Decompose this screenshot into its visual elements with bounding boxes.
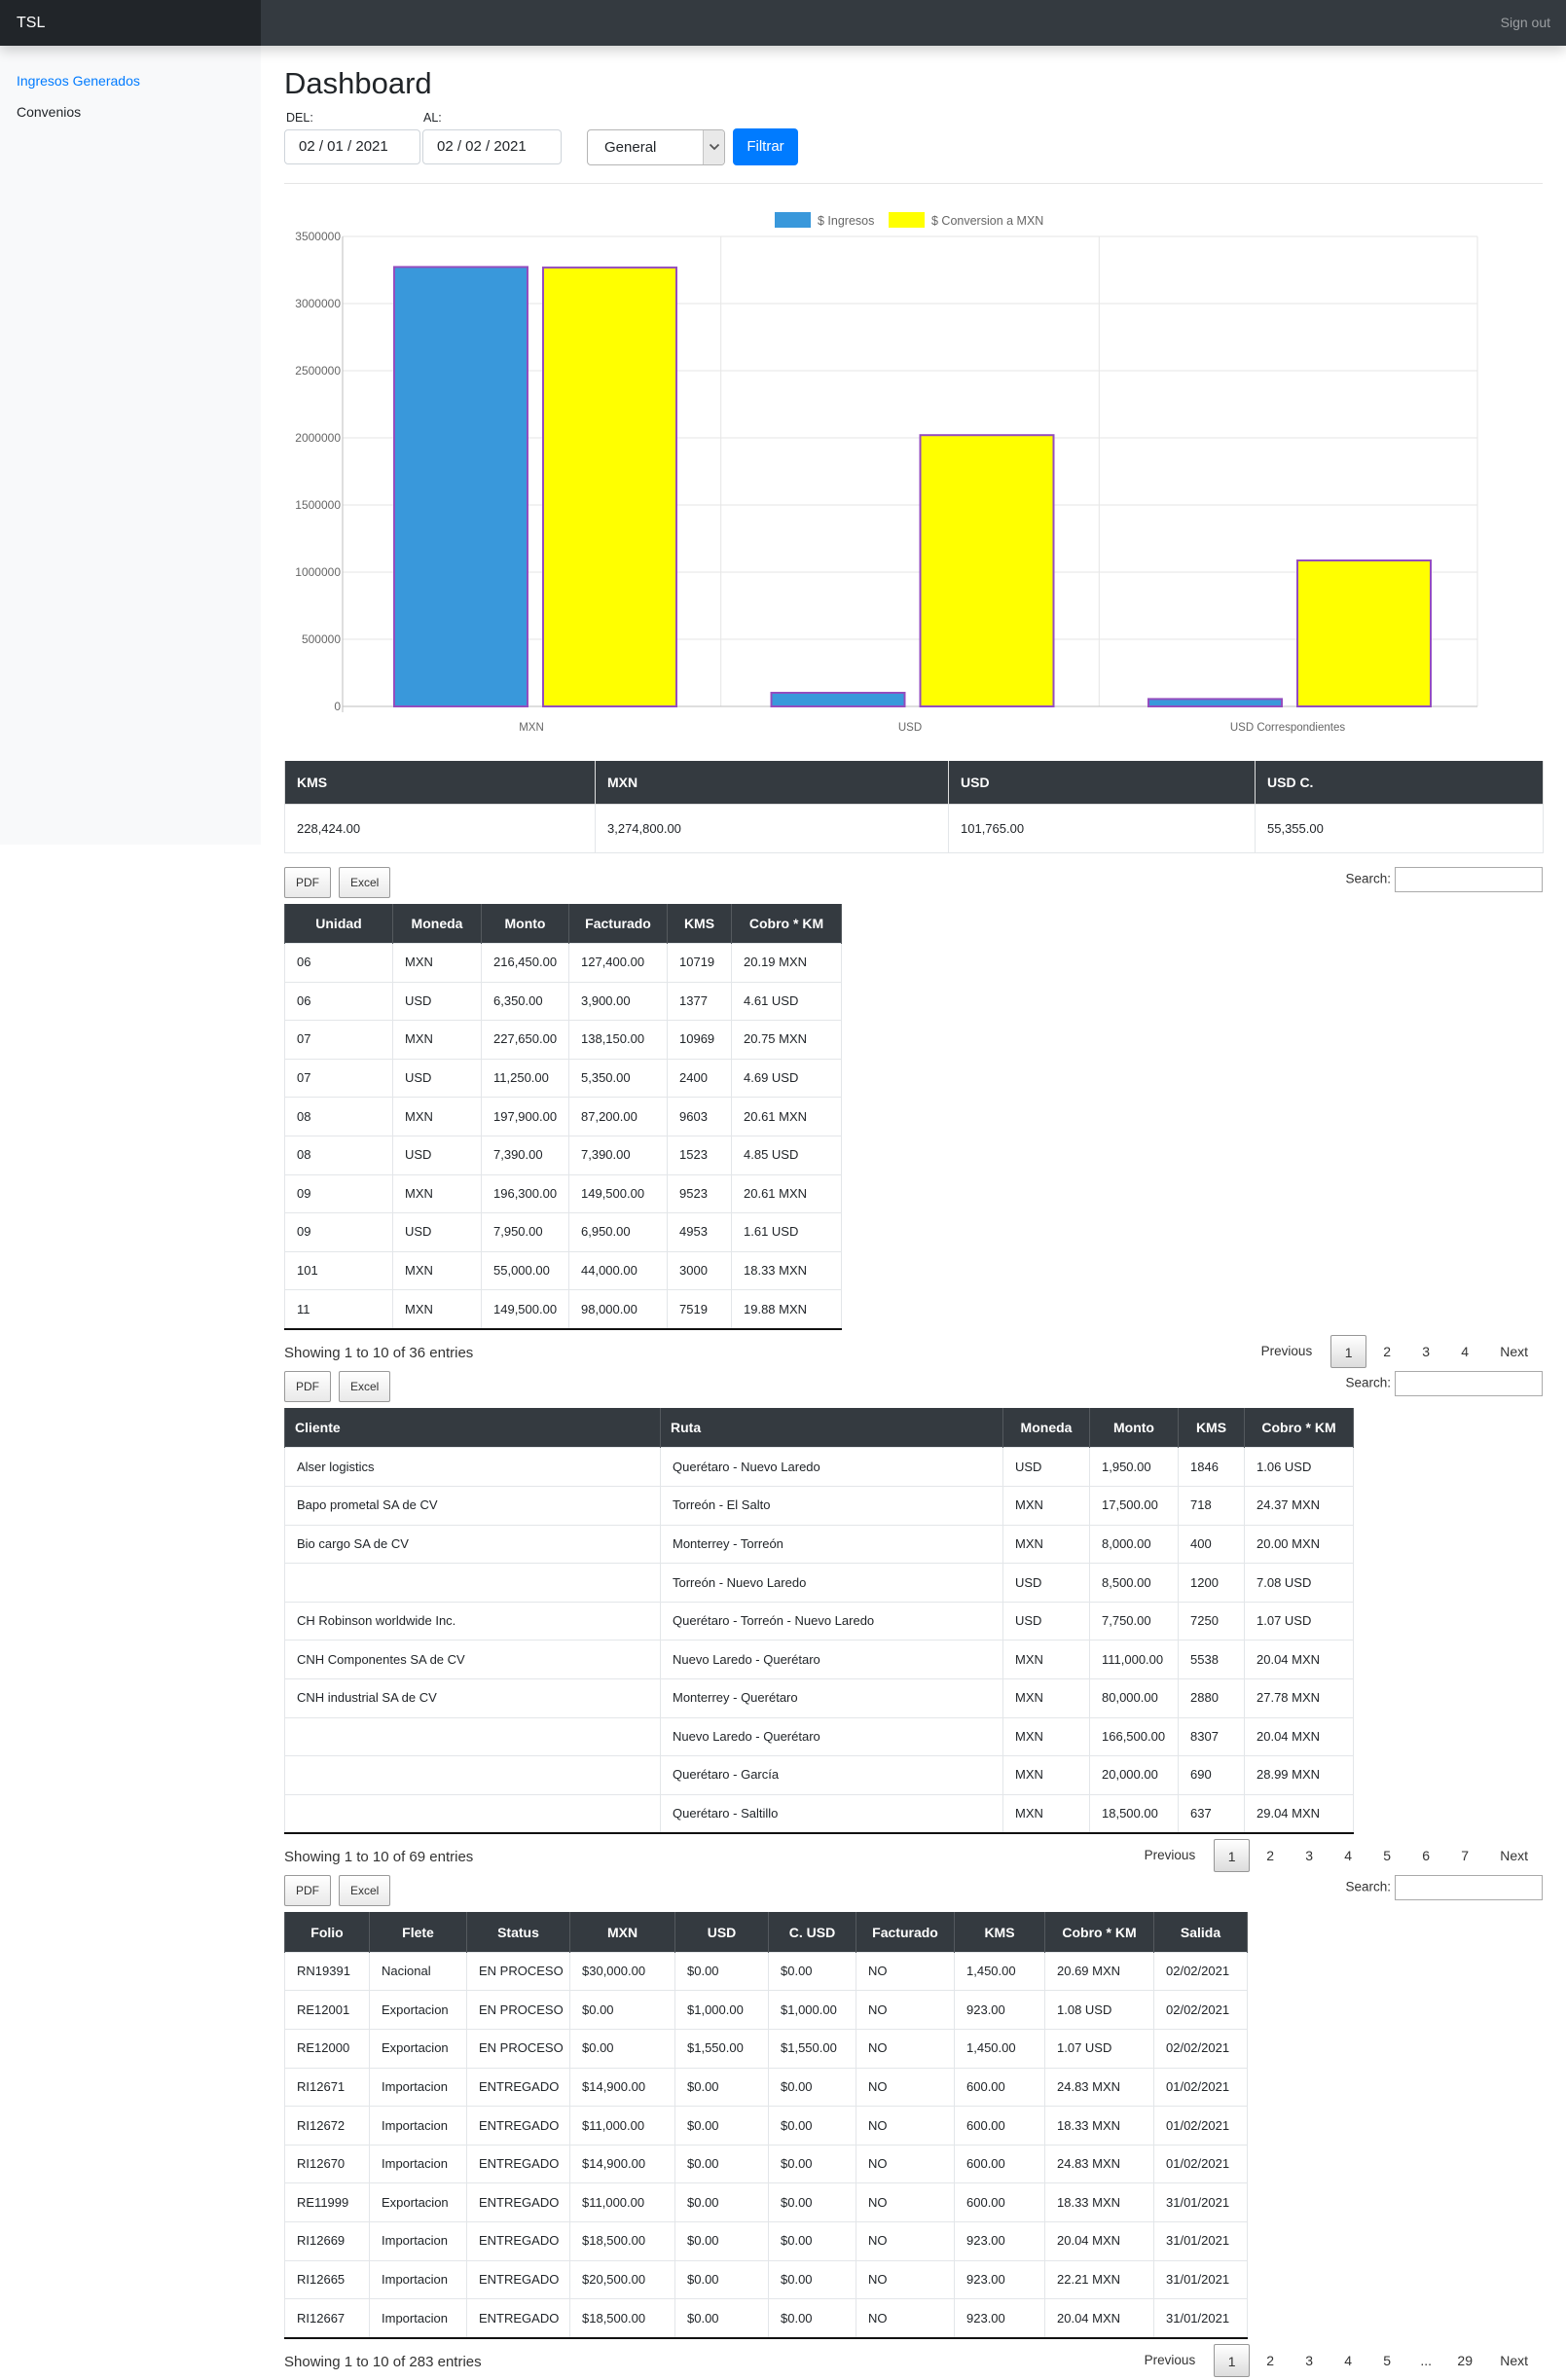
svg-text:USD: USD [898,722,922,734]
svg-text:1500000: 1500000 [295,498,341,512]
svg-text:USD Correspondientes: USD Correspondientes [1230,722,1346,734]
svg-text:500000: 500000 [302,632,341,646]
svg-text:MXN: MXN [519,722,544,734]
svg-text:$ Conversion a MXN: $ Conversion a MXN [931,214,1043,228]
svg-text:3500000: 3500000 [295,230,341,243]
svg-text:2500000: 2500000 [295,364,341,378]
svg-text:0: 0 [334,700,341,713]
svg-text:$ Ingresos: $ Ingresos [818,214,874,228]
svg-text:2000000: 2000000 [295,431,341,445]
svg-text:3000000: 3000000 [295,297,341,310]
svg-text:1000000: 1000000 [295,565,341,579]
